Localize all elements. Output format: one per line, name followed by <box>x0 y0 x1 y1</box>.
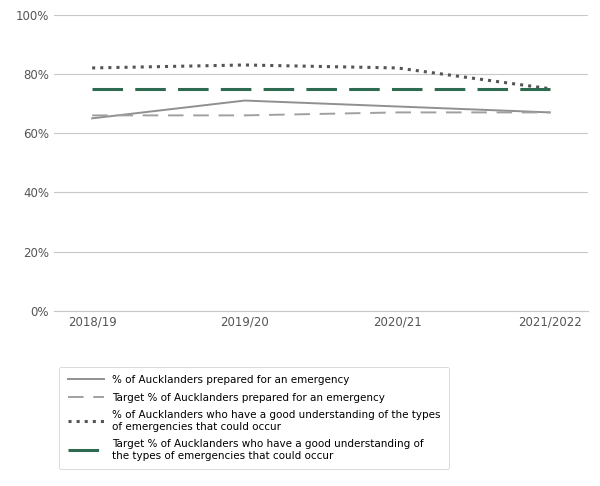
Legend: % of Aucklanders prepared for an emergency, Target % of Aucklanders prepared for: % of Aucklanders prepared for an emergen… <box>59 366 449 469</box>
